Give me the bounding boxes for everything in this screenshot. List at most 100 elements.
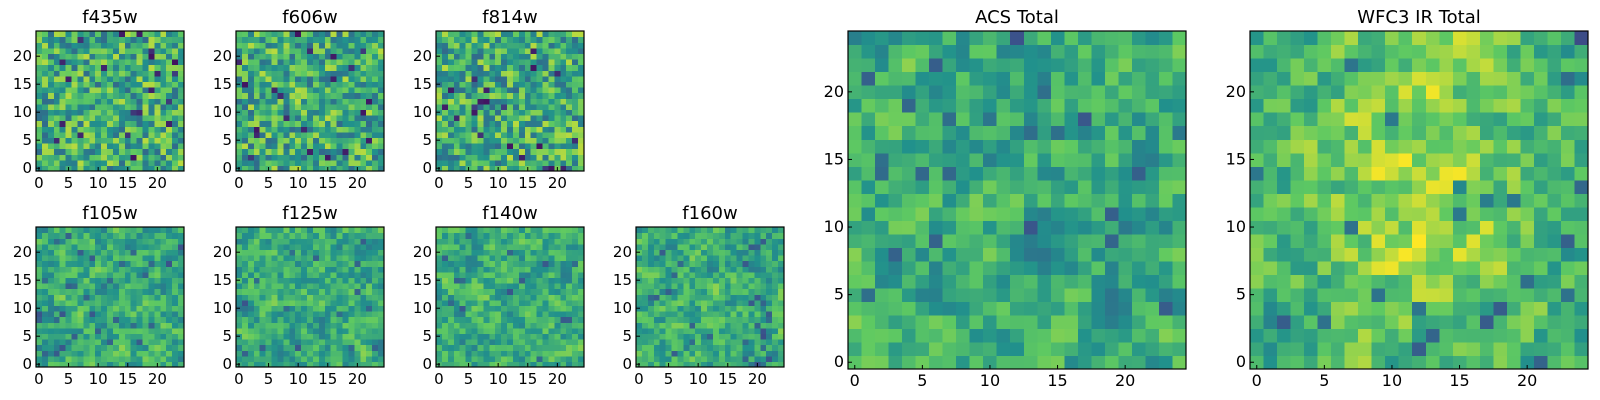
heatmap-cell xyxy=(683,344,690,351)
heatmap-cell xyxy=(683,255,690,262)
heatmap-cell xyxy=(130,165,138,172)
heatmap-cell xyxy=(330,311,338,318)
heatmap-cell xyxy=(653,232,661,239)
heatmap-cell xyxy=(283,311,290,318)
heatmap-cell xyxy=(301,131,308,138)
heatmap-cell xyxy=(95,333,102,340)
heatmap-cell xyxy=(124,271,132,278)
heatmap-cell xyxy=(683,249,690,256)
heatmap-cell xyxy=(342,59,350,66)
heatmap-cell xyxy=(730,339,738,346)
heatmap-cell xyxy=(148,31,155,38)
heatmap-cell xyxy=(572,64,579,71)
heatmap-cell xyxy=(436,59,443,66)
heatmap-cell xyxy=(915,139,930,154)
heatmap-cell xyxy=(689,271,696,278)
heatmap-cell xyxy=(71,344,79,351)
heatmap-cell xyxy=(483,148,490,155)
heatmap-cell xyxy=(172,98,179,105)
heatmap-cell xyxy=(1050,233,1065,248)
heatmap-cell xyxy=(354,350,361,357)
heatmap-cell xyxy=(915,125,930,140)
heatmap-cell xyxy=(95,299,102,306)
heatmap-cell xyxy=(59,333,67,340)
y-tick-label: 20 xyxy=(13,243,32,261)
heatmap-cell xyxy=(112,316,120,323)
heatmap-cell xyxy=(748,243,755,250)
heatmap-cell xyxy=(265,339,273,346)
heatmap-cell xyxy=(36,227,43,234)
heatmap-cell xyxy=(172,255,179,262)
heatmap-cell xyxy=(283,137,290,144)
heatmap-cell xyxy=(495,283,502,290)
heatmap-cell xyxy=(259,350,267,357)
heatmap-cell xyxy=(53,238,61,245)
heatmap-cell xyxy=(59,159,67,166)
heatmap-cell xyxy=(253,109,261,116)
heatmap-cell xyxy=(236,126,243,133)
heatmap-cell xyxy=(712,255,720,262)
heatmap-cell xyxy=(247,137,255,144)
heatmap-cell xyxy=(1118,125,1133,140)
heatmap-cell xyxy=(271,260,279,267)
heatmap-cell xyxy=(542,249,550,256)
heatmap-cell xyxy=(554,266,561,273)
heatmap-cell xyxy=(154,103,161,110)
heatmap-cell xyxy=(1023,179,1038,194)
heatmap-cell xyxy=(59,87,67,94)
heatmap-cell xyxy=(471,260,479,267)
heatmap-cell xyxy=(289,126,296,133)
heatmap-cell xyxy=(118,288,126,295)
heatmap-cell xyxy=(312,137,320,144)
heatmap-cell xyxy=(330,98,338,105)
heatmap-cell xyxy=(59,143,67,150)
heatmap-cell xyxy=(312,333,320,340)
heatmap-cell xyxy=(253,294,261,301)
heatmap-cell xyxy=(360,316,367,323)
heatmap-cell xyxy=(271,59,279,66)
heatmap-cell xyxy=(295,327,302,334)
heatmap-cell xyxy=(1010,341,1025,357)
heatmap-cell xyxy=(318,98,326,105)
heatmap-cell xyxy=(483,350,490,357)
heatmap-cell xyxy=(130,31,138,38)
heatmap-cell xyxy=(130,64,138,71)
heatmap-cell xyxy=(289,75,296,82)
heatmap-cell xyxy=(265,131,273,138)
heatmap-cell xyxy=(1010,355,1025,370)
heatmap-cell xyxy=(312,42,320,49)
heatmap-cell xyxy=(1037,152,1052,167)
heatmap-cell xyxy=(560,355,567,362)
heatmap-cell xyxy=(241,165,249,172)
heatmap-cell xyxy=(483,227,490,234)
heatmap-cell xyxy=(548,277,555,284)
heatmap-cell xyxy=(172,288,179,295)
heatmap-cell xyxy=(301,154,308,161)
heatmap-cell xyxy=(342,165,350,172)
heatmap-cell xyxy=(283,260,290,267)
heatmap-cell xyxy=(748,316,755,323)
heatmap-cell xyxy=(1010,233,1025,248)
heatmap-cell xyxy=(1077,179,1092,194)
heatmap-cell xyxy=(277,260,284,267)
heatmap-cell xyxy=(178,355,185,362)
heatmap-cell xyxy=(372,339,379,346)
heatmap-cell xyxy=(83,339,90,346)
heatmap-cell xyxy=(560,339,567,346)
heatmap-cell xyxy=(578,115,585,122)
heatmap-cell xyxy=(247,98,255,105)
heatmap-cell xyxy=(483,109,490,116)
heatmap-cell xyxy=(36,350,43,357)
heatmap-cell xyxy=(760,277,767,284)
heatmap-cell xyxy=(107,327,114,334)
heatmap-cell xyxy=(295,333,302,340)
heatmap-cell xyxy=(348,243,355,250)
heatmap-cell xyxy=(259,143,267,150)
heatmap-cell xyxy=(247,159,255,166)
heatmap-cell xyxy=(372,36,379,43)
heatmap-cell xyxy=(172,75,179,82)
heatmap-cell xyxy=(507,238,514,245)
heatmap-cell xyxy=(265,305,273,312)
heatmap-cell xyxy=(477,59,484,66)
heatmap-cell xyxy=(447,294,455,301)
